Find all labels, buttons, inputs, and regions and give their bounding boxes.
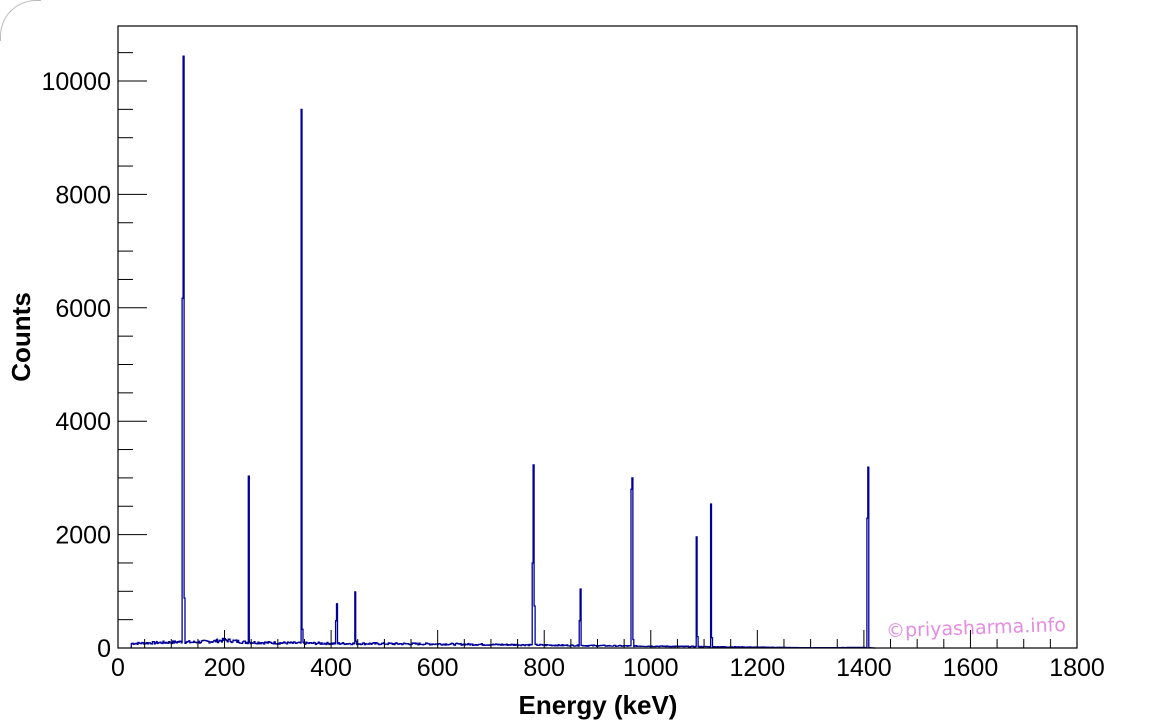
y-tick-label: 8000 bbox=[55, 181, 111, 209]
x-tick-label: 1200 bbox=[730, 654, 786, 682]
y-tick-label: 2000 bbox=[55, 522, 111, 550]
plot-frame bbox=[117, 25, 1078, 649]
y-tick-label: 0 bbox=[97, 635, 111, 663]
y-axis-title: Counts bbox=[6, 292, 36, 382]
x-tick-label: 1400 bbox=[836, 654, 892, 682]
x-tick-label: 400 bbox=[310, 654, 352, 682]
x-tick-label: 200 bbox=[204, 654, 246, 682]
axes: 0 200 400 600 800 1000 1200 1400 1600 1800 0 2000 40… bbox=[41, 25, 1105, 682]
x-tick-label: 1600 bbox=[943, 654, 999, 682]
x-tick-label: 1000 bbox=[623, 654, 679, 682]
y-tick-label: 10000 bbox=[41, 68, 111, 96]
x-axis-title: Energy (keV) bbox=[519, 690, 678, 720]
watermark-text: ©priyasharma.info bbox=[886, 614, 1067, 642]
plot-area bbox=[130, 55, 876, 649]
y-tick-label: 4000 bbox=[55, 408, 111, 436]
x-tick-label: 600 bbox=[417, 654, 459, 682]
x-tick-label: 1800 bbox=[1049, 654, 1105, 682]
x-tick-label: 800 bbox=[523, 654, 565, 682]
x-tick-label: 0 bbox=[111, 654, 125, 682]
y-tick-label: 6000 bbox=[55, 295, 111, 323]
spectrum-histogram bbox=[130, 55, 876, 649]
